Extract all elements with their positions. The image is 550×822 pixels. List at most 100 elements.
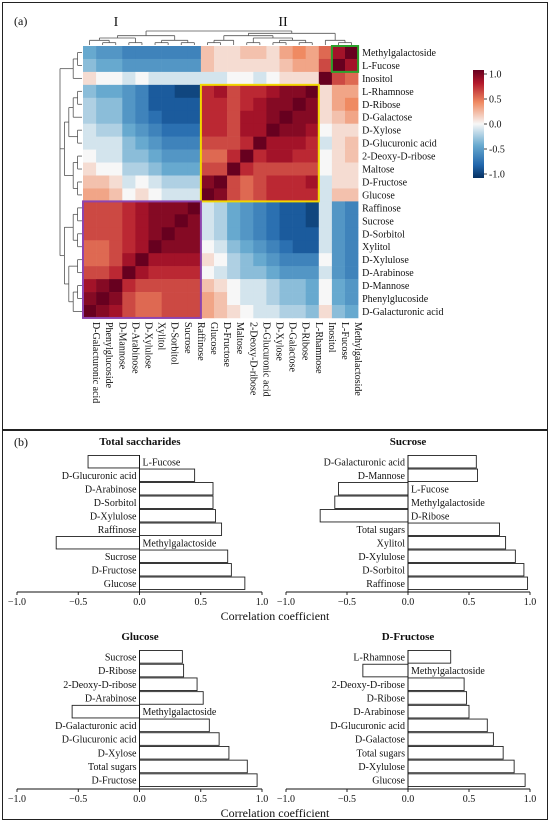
heatmap-cell <box>331 110 346 124</box>
heatmap-cell <box>122 136 136 150</box>
heatmap-cell <box>266 253 280 267</box>
heatmap-cell <box>96 58 110 73</box>
bar <box>407 718 488 733</box>
heatmap-cell <box>122 46 136 60</box>
heatmap-cell <box>187 201 202 215</box>
heatmap-cell <box>331 214 346 228</box>
heatmap-cell <box>122 188 136 202</box>
bar <box>407 549 516 563</box>
heatmap-cell <box>279 46 293 60</box>
heatmap-cell <box>227 266 241 280</box>
heatmap-cell <box>305 305 320 319</box>
heatmap-cell <box>109 58 123 73</box>
heatmap-cell <box>135 201 149 215</box>
heatmap-cell <box>214 305 228 319</box>
bar <box>407 691 468 705</box>
heatmap-cell <box>187 305 202 319</box>
bar-category-label: D-Xylose <box>98 748 137 759</box>
heatmap-cell <box>83 71 97 86</box>
heatmap-cell <box>122 97 136 112</box>
heatmap-cell <box>122 305 136 319</box>
heatmap-cell <box>122 149 136 163</box>
heatmap-cell <box>331 84 346 99</box>
heatmap-cell <box>135 214 149 228</box>
heatmap-cell <box>331 240 346 254</box>
heatmap-cell <box>253 201 267 215</box>
heatmap-cell <box>240 240 254 254</box>
heatmap-cell <box>227 58 241 73</box>
bar <box>362 663 409 678</box>
heatmap-cell <box>227 305 241 319</box>
bar-chart-3: Glucose Sucrose D-Ribose 2-Deoxy-D-ribose D-… <box>8 631 268 805</box>
heatmap-cell <box>345 71 359 86</box>
heatmap-cell <box>96 279 110 293</box>
heatmap-cell <box>279 149 293 163</box>
heatmap-cell <box>161 266 175 280</box>
heatmap-cell <box>331 292 346 306</box>
x-tick-label: 1.0 <box>524 794 537 805</box>
heatmap-cell <box>253 136 267 150</box>
heatmap-cell <box>227 149 241 163</box>
row-label: D-Arabinose <box>362 268 414 279</box>
colorbar-tick-label: -1.0 <box>489 170 505 181</box>
heatmap-cell <box>109 110 123 124</box>
heatmap-cell <box>279 175 293 189</box>
heatmap-cell <box>174 201 189 215</box>
heatmap-cell <box>161 240 175 254</box>
heatmap-cell <box>227 162 241 176</box>
x-tick-label: −0.5 <box>338 794 356 805</box>
heatmap-cell <box>253 214 267 228</box>
heatmap-cell <box>345 97 359 112</box>
heatmap-cell <box>109 123 123 137</box>
heatmap-cell <box>345 110 359 124</box>
heatmap-cell <box>253 97 267 112</box>
bar-category-label: Glucose <box>104 579 137 590</box>
heatmap-cell <box>345 227 359 241</box>
row-label: Maltose <box>362 165 395 176</box>
heatmap-cell <box>292 175 306 189</box>
heatmap-cell <box>240 71 254 86</box>
heatmap-cell <box>266 123 280 137</box>
heatmap-cell <box>200 175 215 189</box>
heatmap-cell <box>174 292 189 306</box>
heatmap-cell <box>331 58 346 73</box>
heatmap-cell <box>109 84 123 99</box>
heatmap-cell <box>83 84 97 99</box>
heatmap-cell <box>240 123 254 137</box>
heatmap-cell <box>109 97 123 112</box>
row-label: D-Xylulose <box>362 255 409 266</box>
bar-category-label: D-Fructose <box>92 565 138 576</box>
heatmap-cell <box>240 84 254 99</box>
heatmap-cell <box>161 227 175 241</box>
heatmap-cell <box>214 149 228 163</box>
heatmap-cell <box>318 253 333 267</box>
col-label: Glucose <box>208 322 219 355</box>
heatmap-cell <box>148 292 162 306</box>
bar-category-label: D-Mannose <box>358 471 406 482</box>
bar-chart-4: D-Fructose L-Rhamnose Methylgalactoside 2-D… <box>277 631 536 805</box>
heatmap-cell <box>187 71 202 86</box>
colorbar-tick-label: -0.5 <box>489 145 505 156</box>
heatmap-cell <box>122 84 136 99</box>
panel-a-frame <box>2 2 548 430</box>
heatmap-cell <box>96 305 110 319</box>
heatmap-cell <box>266 46 280 60</box>
heatmap-cells <box>83 46 359 319</box>
heatmap-cell <box>279 201 293 215</box>
heatmap-cell <box>174 136 189 150</box>
bar <box>139 482 214 496</box>
heatmap-cell <box>318 175 333 189</box>
heatmap-cell <box>227 110 241 124</box>
heatmap-cell <box>83 240 97 254</box>
heatmap-cell <box>279 123 293 137</box>
heatmap-cell <box>83 292 97 306</box>
heatmap-cell <box>187 149 202 163</box>
heatmap-cell <box>96 292 110 306</box>
col-label: Methylgalactoside <box>352 322 363 396</box>
row-label: L-Rhamnose <box>362 87 414 98</box>
bar-chart-title: D-Fructose <box>382 631 435 643</box>
heatmap-cell <box>292 266 306 280</box>
heatmap-cell <box>318 240 333 254</box>
heatmap-cell <box>200 240 215 254</box>
bar <box>139 549 229 563</box>
